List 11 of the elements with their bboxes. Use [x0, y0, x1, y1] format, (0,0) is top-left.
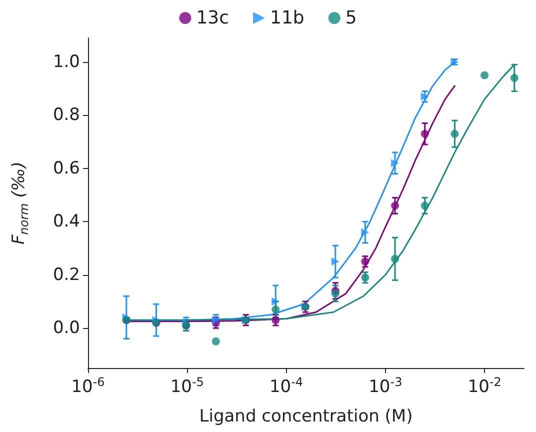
x-axis-title: Ligand concentration (M)	[199, 406, 413, 426]
y-tick-label: 0.0	[52, 318, 80, 338]
legend-label: 13c	[196, 8, 230, 28]
y-tick-label: 0.2	[52, 264, 80, 285]
y-tick-label: 1.0	[52, 52, 80, 72]
y-axis-title: Fnorm (‰)	[9, 162, 31, 244]
y-tick-label: 0.4	[52, 212, 80, 232]
y-tick-label: 0.8	[52, 105, 80, 126]
legend-label: 5	[345, 8, 357, 28]
legend-label: 11b	[270, 8, 304, 28]
y-tick-label: 0.6	[52, 158, 80, 178]
